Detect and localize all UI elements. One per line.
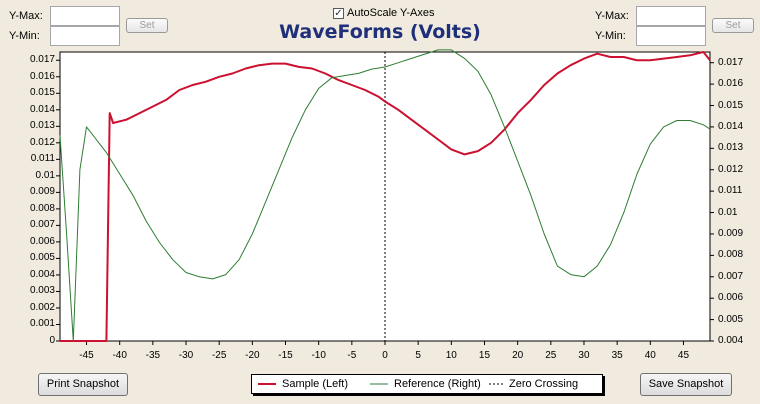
right-ymax-label: Y-Max: <box>595 10 629 22</box>
right-tick-label: 0.008 <box>718 249 744 261</box>
left-tick-label: 0.017 <box>29 54 55 66</box>
left-tick-label: 0.012 <box>29 136 55 148</box>
autoscale-checkbox[interactable]: ✓ <box>333 7 344 19</box>
left-tick-label: 0.013 <box>29 120 55 132</box>
right-tick-label: 0.014 <box>718 120 744 132</box>
right-tick-label: 0.013 <box>718 142 744 154</box>
left-tick-label: 0.009 <box>29 186 55 198</box>
right-tick-label: 0.005 <box>718 313 744 325</box>
right-ymin-label: Y-Min: <box>595 30 626 42</box>
right-tick-label: 0.015 <box>718 99 744 111</box>
right-set-button[interactable]: Set <box>712 18 754 33</box>
left-tick-label: 0.004 <box>29 268 55 280</box>
x-tick-label: 0 <box>382 350 388 361</box>
right-tick-label: 0.011 <box>718 185 743 197</box>
print-snapshot-button[interactable]: Print Snapshot <box>38 373 128 396</box>
left-tick-label: 0.015 <box>29 87 55 99</box>
legend-item-sample: Sample (Left) <box>258 378 348 390</box>
x-tick-label: 40 <box>644 350 656 361</box>
right-tick-label: 0.01 <box>718 206 738 218</box>
x-tick-label: 10 <box>445 350 457 361</box>
left-tick-label: 0.014 <box>29 103 55 115</box>
legend-swatch-zero-crossing <box>489 383 503 385</box>
left-set-button[interactable]: Set <box>126 18 168 33</box>
x-tick-label: 30 <box>578 350 590 361</box>
left-tick-label: 0.005 <box>29 252 55 264</box>
legend-label-reference: Reference (Right) <box>394 378 481 390</box>
left-tick-label: 0 <box>49 335 55 346</box>
x-tick-label: 5 <box>415 350 421 361</box>
legend-swatch-reference <box>370 383 388 385</box>
x-tick-label: 35 <box>611 350 623 361</box>
x-tick-label: -40 <box>112 350 127 361</box>
right-tick-label: 0.006 <box>718 292 744 304</box>
sample-series-line <box>60 51 711 342</box>
left-tick-label: 0.002 <box>29 301 55 313</box>
x-tick-label: 45 <box>677 350 690 361</box>
legend-swatch-sample <box>258 383 276 385</box>
left-tick-label: 0.003 <box>29 285 55 297</box>
x-tick-label: -35 <box>145 350 161 361</box>
left-tick-label: 0.006 <box>29 235 55 247</box>
chart-title: WaveForms (Volts) <box>279 21 481 43</box>
x-tick-label: -25 <box>211 350 227 361</box>
save-snapshot-button[interactable]: Save Snapshot <box>640 373 732 396</box>
reference-series-line <box>59 49 711 342</box>
left-tick-label: 0.008 <box>29 202 55 214</box>
x-tick-label: -10 <box>311 350 326 361</box>
x-tick-label: 25 <box>545 350 557 361</box>
x-tick-label: -20 <box>245 350 260 361</box>
legend-label-zero-crossing: Zero Crossing <box>509 378 579 390</box>
left-tick-label: 0.011 <box>30 153 55 165</box>
right-ymax-input[interactable] <box>636 6 706 26</box>
right-tick-label: 0.012 <box>718 163 744 175</box>
right-tick-label: 0.016 <box>718 78 744 90</box>
x-tick-label: -15 <box>278 350 293 361</box>
right-tick-label: 0.004 <box>718 335 744 346</box>
x-tick-label: 20 <box>512 350 524 361</box>
right-tick-label: 0.007 <box>718 270 744 282</box>
left-ymin-label: Y-Min: <box>9 30 40 42</box>
autoscale-toggle[interactable]: ✓ AutoScale Y-Axes <box>333 7 434 19</box>
left-tick-label: 0.01 <box>35 169 55 181</box>
left-tick-label: 0.001 <box>29 318 55 330</box>
left-ymax-label: Y-Max: <box>9 10 43 22</box>
right-ymin-input[interactable] <box>636 26 706 46</box>
left-ymin-input[interactable] <box>50 26 120 46</box>
chart-legend: Sample (Left) Reference (Right) Zero Cro… <box>251 374 603 394</box>
x-tick-label: -45 <box>79 350 94 361</box>
autoscale-label: AutoScale Y-Axes <box>347 7 435 19</box>
left-ymax-input[interactable] <box>50 6 120 26</box>
x-tick-label: -30 <box>178 350 194 361</box>
legend-label-sample: Sample (Left) <box>282 378 349 390</box>
x-tick-label: 15 <box>478 350 491 361</box>
right-tick-label: 0.017 <box>718 56 744 68</box>
right-tick-label: 0.009 <box>718 227 744 239</box>
left-tick-label: 0.007 <box>29 219 55 231</box>
legend-item-zero-crossing: Zero Crossing <box>489 378 578 390</box>
left-tick-label: 0.016 <box>29 70 55 82</box>
x-tick-label: -5 <box>347 350 357 361</box>
legend-item-reference: Reference (Right) <box>370 378 481 390</box>
